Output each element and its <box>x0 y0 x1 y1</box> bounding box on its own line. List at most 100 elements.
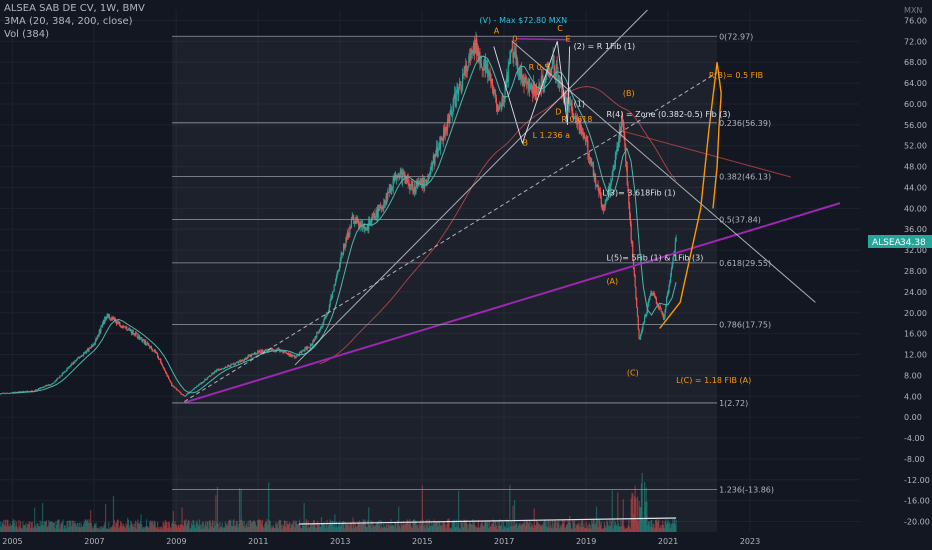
volume-bar <box>653 524 655 532</box>
volume-bar <box>127 517 129 532</box>
candle-body <box>7 393 9 394</box>
candle-body <box>264 349 267 351</box>
candle-body <box>505 82 507 88</box>
candle-body <box>366 227 368 228</box>
candle-body <box>51 383 53 385</box>
volume-bar <box>458 490 460 532</box>
volume-bar <box>31 521 33 532</box>
legend-symbol[interactable]: ALSEA SAB DE CV, 1W, BMV <box>4 3 145 14</box>
volume-bar <box>445 528 447 532</box>
candle-body <box>485 67 487 70</box>
volume-bar <box>570 528 572 532</box>
volume-bar <box>198 519 200 532</box>
candle-body <box>133 333 135 335</box>
volume-bar <box>668 523 670 532</box>
volume-bar <box>288 522 290 532</box>
candle-body <box>127 330 129 331</box>
candle-body <box>39 387 41 390</box>
candle-body <box>241 359 243 362</box>
candle-body <box>221 368 223 370</box>
volume-bar <box>295 520 297 532</box>
volume-bar <box>572 519 574 532</box>
candle-body <box>675 236 677 242</box>
candle-body <box>26 391 29 392</box>
volume-bar <box>168 522 171 532</box>
candle-body <box>408 183 410 185</box>
volume-bar <box>429 525 431 532</box>
volume-bar <box>672 519 674 532</box>
candle-body <box>148 345 150 346</box>
volume-bar <box>61 521 63 532</box>
candle-body <box>279 350 281 352</box>
volume-bar <box>466 524 468 532</box>
volume-bar <box>19 526 21 532</box>
candle-body <box>43 386 45 388</box>
volume-bar <box>675 520 677 532</box>
volume-bar <box>209 520 211 532</box>
legend-vol[interactable]: Vol (384) <box>4 29 50 40</box>
candle-body <box>434 154 436 165</box>
candle-body <box>105 317 107 320</box>
candle-body <box>660 308 662 312</box>
candle-body <box>424 180 426 188</box>
candle-body <box>406 176 408 182</box>
candle-body <box>4 393 6 394</box>
volume-bar <box>613 519 615 532</box>
volume-bar <box>426 525 428 532</box>
candle-body <box>383 203 385 210</box>
candle-body <box>656 303 658 306</box>
candle-body <box>606 197 609 199</box>
candle-body <box>266 349 268 351</box>
volume-bar <box>357 522 359 532</box>
volume-bar <box>579 522 581 532</box>
y-tick-label: 32.00 <box>904 246 927 255</box>
volume-bar <box>488 520 490 532</box>
candle-body <box>78 357 81 359</box>
volume-bar <box>21 528 23 532</box>
candle-body <box>240 361 242 362</box>
volume-bar <box>273 527 275 532</box>
legend-ma[interactable]: 3MA (20, 384, 200, close) <box>4 16 133 27</box>
volume-bar <box>652 523 654 532</box>
volume-bar <box>361 522 364 532</box>
volume-bar <box>368 524 371 532</box>
candle-body <box>259 350 261 353</box>
candle-body <box>41 387 43 389</box>
volume-bar <box>104 503 107 532</box>
candle-body <box>60 375 62 377</box>
volume-bar <box>54 528 56 532</box>
candle-body <box>299 352 301 354</box>
volume-bar <box>272 527 274 532</box>
volume-bar <box>550 528 553 532</box>
volume-bar <box>60 522 63 532</box>
candle-body <box>421 178 423 189</box>
volume-bar <box>78 526 80 532</box>
candle-body <box>362 224 364 228</box>
volume-bar <box>485 521 487 532</box>
volume-bar <box>130 520 132 532</box>
volume-bar <box>520 525 522 532</box>
volume-bar <box>558 520 560 532</box>
candle-body <box>315 336 317 338</box>
candle-body <box>194 387 197 389</box>
candle-body <box>554 74 557 78</box>
volume-bar <box>156 521 159 532</box>
candle-body <box>168 378 171 381</box>
candle-body <box>412 183 414 193</box>
time-axis[interactable]: 2005 2007 2009 2011 2013 2015 2017 2019 2021 2023 <box>2 537 760 546</box>
y-tick-label: -8.00 <box>904 455 925 464</box>
volume-bar <box>29 521 31 532</box>
candle-body <box>417 182 419 187</box>
volume-bar <box>662 524 665 532</box>
candle-body <box>430 166 432 172</box>
volume-bar <box>603 527 605 532</box>
volume-bar <box>469 522 471 532</box>
volume-bar <box>290 524 293 532</box>
price-axis[interactable]: 76.0072.0068.0064.0060.0056.0052.0048.00… <box>904 16 930 526</box>
candle-body <box>217 369 219 371</box>
volume-bar <box>547 519 550 532</box>
candle-body <box>100 327 102 333</box>
volume-bar <box>60 524 62 532</box>
volume-bar <box>526 520 528 532</box>
